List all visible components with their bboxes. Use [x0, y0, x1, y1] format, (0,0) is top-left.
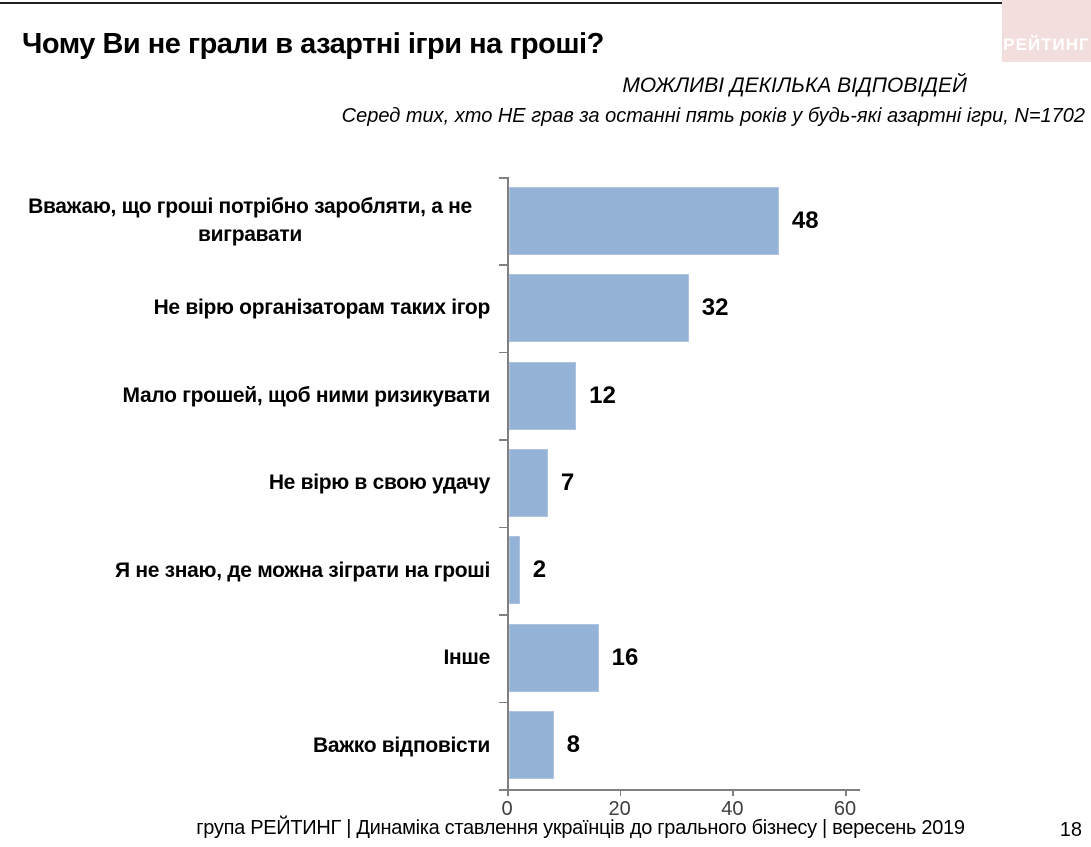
x-tick-label: 60	[833, 798, 857, 820]
logo-text: РЕЙТИНГ	[1003, 35, 1090, 54]
x-tick-label: 40	[721, 798, 744, 820]
category-label: Не вірю в свою удачу	[269, 439, 490, 526]
category-label-text: Мало грошей, щоб ними ризикувати	[122, 383, 491, 407]
bar-value-text: 8	[566, 731, 580, 759]
rating-group-logo: РЕЙТИНГ	[1002, 0, 1091, 62]
bar-value-text: 7	[560, 468, 575, 496]
note-sample-size: Серед тих, хто НЕ грав за останні пять р…	[341, 105, 1085, 127]
bar	[508, 361, 577, 430]
category-label: Важко відповісти	[313, 702, 490, 789]
bar-value-text: 12	[589, 381, 616, 409]
category-label-text: Вважаю, що гроші потрібно заробляти, а н…	[28, 195, 472, 246]
category-label: Я не знаю, де можна зіграти на гроші	[115, 527, 490, 614]
category-label-text: Важко відповісти	[312, 733, 490, 757]
bar-value-label: 12	[589, 352, 616, 439]
bar	[508, 449, 548, 517]
bar-value-label: 48	[792, 177, 819, 264]
note-multiple-answers: МОЖЛИВІ ДЕКІЛЬКА ВІДПОВІДЕЙ	[622, 74, 967, 97]
bar-value-text: 48	[791, 206, 819, 234]
x-tick-label: 20	[608, 798, 631, 820]
y-axis-line	[507, 177, 509, 789]
category-label-text: Не вірю організаторам таких ігор	[153, 296, 491, 320]
page-title: Чому Ви не грали в азартні ігри на гроші…	[22, 28, 604, 60]
category-tick	[499, 789, 507, 791]
bar-value-text: 2	[532, 556, 547, 584]
category-label: Мало грошей, щоб ними ризикувати	[122, 352, 491, 439]
bar	[508, 274, 689, 343]
category-tick	[499, 526, 507, 529]
x-tick	[845, 789, 847, 796]
category-label-text: Інше	[443, 646, 490, 670]
category-tick	[499, 351, 507, 354]
bar-value-label: 7	[561, 439, 574, 526]
category-tick	[499, 264, 507, 266]
page-number: 18	[1059, 819, 1082, 841]
bar	[508, 536, 520, 605]
top-accent-line	[0, 2, 1091, 4]
x-tick-label: 0	[501, 798, 513, 820]
x-tick	[619, 789, 622, 796]
bar	[508, 623, 599, 692]
bar-value-label: 2	[533, 527, 546, 614]
bar-value-label: 8	[567, 702, 580, 789]
x-tick	[732, 789, 734, 796]
footer-source: група РЕЙТИНГ | Динаміка ставлення украї…	[196, 817, 965, 839]
category-label-text: Я не знаю, де можна зіграти на гроші	[115, 558, 490, 582]
category-label: Вважаю, що гроші потрібно заробляти, а н…	[10, 177, 490, 264]
bar	[508, 186, 779, 255]
bar	[508, 711, 554, 780]
category-label: Інше	[443, 614, 490, 701]
category-label-text: Не вірю в свою удачу	[268, 471, 490, 495]
bar-value-label: 32	[702, 264, 729, 351]
category-label: Не вірю організаторам таких ігор	[153, 264, 491, 351]
category-tick	[499, 439, 507, 441]
x-tick	[507, 789, 509, 796]
bar-value-text: 32	[701, 294, 729, 322]
x-axis-line	[507, 789, 860, 791]
bar-value-label: 16	[612, 614, 639, 701]
category-tick	[499, 701, 507, 704]
category-tick	[499, 177, 507, 179]
category-tick	[499, 614, 507, 616]
bar-value-text: 16	[611, 643, 639, 671]
